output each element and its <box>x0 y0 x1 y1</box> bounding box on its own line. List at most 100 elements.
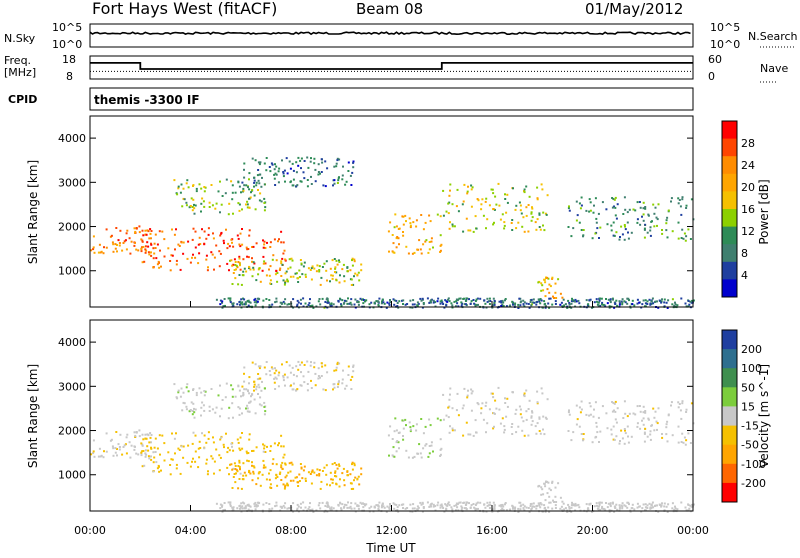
power-echo <box>593 204 595 207</box>
power-echo <box>298 276 301 278</box>
velocity-echo <box>197 466 200 469</box>
power-echo <box>243 168 245 171</box>
power-echo <box>575 300 578 303</box>
power-echo <box>660 300 663 303</box>
power-echo <box>292 275 295 278</box>
velocity-echo <box>484 506 487 509</box>
velocity-echo <box>268 472 270 475</box>
velocity-echo <box>430 444 433 447</box>
velocity-echo <box>314 372 317 375</box>
site-title: Fort Hays West (fitACF) <box>92 0 277 18</box>
velocity-echo <box>309 502 311 505</box>
power-echo <box>243 298 246 301</box>
velocity-echo <box>655 420 658 423</box>
cpid-text: themis -3300 IF <box>94 93 200 107</box>
velocity-echo <box>289 371 292 374</box>
power-echo <box>525 206 528 209</box>
velocity-echo <box>453 429 456 432</box>
velocity-echo <box>530 416 533 419</box>
velocity-echo <box>501 507 504 510</box>
power-echo <box>566 306 569 309</box>
power-echo <box>325 269 328 272</box>
power-echo <box>318 298 321 300</box>
velocity-echo <box>274 505 277 508</box>
power-echo <box>687 300 690 302</box>
velocity-echo <box>288 462 291 465</box>
power-echo <box>329 267 332 270</box>
velocity-echo <box>426 501 429 504</box>
power-echo <box>213 268 215 271</box>
velocity-echo <box>395 441 398 444</box>
velocity-echo <box>238 465 241 468</box>
velocity-echo <box>665 423 668 426</box>
power-echo <box>223 298 226 300</box>
power-echo <box>246 203 249 206</box>
power-echo <box>687 228 690 231</box>
velocity-echo <box>595 502 598 505</box>
power-echo <box>409 224 412 227</box>
power-echo <box>115 227 118 229</box>
power-echo <box>624 208 627 211</box>
noise-sky-trace <box>89 31 691 36</box>
velocity-echo <box>488 501 491 504</box>
power-echo <box>345 180 348 183</box>
velocity-echo <box>278 371 281 374</box>
velocity-echo <box>213 472 215 475</box>
velocity-echo <box>93 455 96 458</box>
velocity-echo <box>347 365 350 368</box>
power-echo <box>143 260 146 263</box>
power-echo <box>281 263 284 266</box>
power-echo <box>653 212 656 215</box>
velocity-echo <box>544 499 547 502</box>
power-echo <box>561 305 564 308</box>
velocity-echo <box>329 507 332 510</box>
velocity-echo <box>462 404 465 407</box>
power-echo <box>257 179 260 182</box>
velocity-echo <box>318 502 321 504</box>
velocity-echo <box>221 399 224 401</box>
velocity-echo <box>589 405 592 408</box>
velocity-echo <box>283 453 286 456</box>
power-echo <box>652 302 655 305</box>
velocity-echo <box>135 452 138 455</box>
power-echo <box>130 240 133 243</box>
colorbar-tick-label: 100 <box>741 362 762 375</box>
velocity-echo <box>273 372 276 375</box>
velocity-echo <box>263 447 266 450</box>
velocity-echo <box>292 382 295 385</box>
power-echo <box>144 229 147 232</box>
velocity-echo <box>504 402 507 404</box>
power-echo <box>407 252 410 255</box>
velocity-echo <box>646 507 649 509</box>
power-echo <box>232 302 235 305</box>
power-echo <box>251 260 253 263</box>
velocity-echo <box>604 509 607 512</box>
power-echo <box>665 219 668 222</box>
power-echo <box>541 188 544 191</box>
power-echo <box>536 197 539 200</box>
velocity-echo <box>269 374 272 377</box>
velocity-echo <box>531 505 534 508</box>
velocity-echo <box>398 431 401 434</box>
velocity-echo <box>393 503 396 506</box>
power-echo <box>356 273 359 276</box>
power-echo <box>274 163 276 166</box>
power-echo <box>515 204 518 207</box>
power-echo <box>470 184 473 187</box>
power-echo <box>152 247 155 250</box>
velocity-echo <box>353 507 356 510</box>
velocity-echo <box>416 505 419 508</box>
velocity-echo <box>128 441 131 444</box>
velocity-echo <box>227 501 230 504</box>
power-echo <box>263 162 266 165</box>
power-echo <box>650 220 653 223</box>
velocity-echo <box>229 503 232 506</box>
velocity-echo <box>580 408 583 411</box>
colorbar-tick-label: -50 <box>741 439 759 452</box>
power-echo <box>333 182 336 185</box>
power-echo <box>539 228 542 231</box>
velocity-echo <box>510 426 513 428</box>
power-echo <box>262 299 265 302</box>
velocity-echo <box>142 450 145 452</box>
power-echo <box>144 233 147 236</box>
